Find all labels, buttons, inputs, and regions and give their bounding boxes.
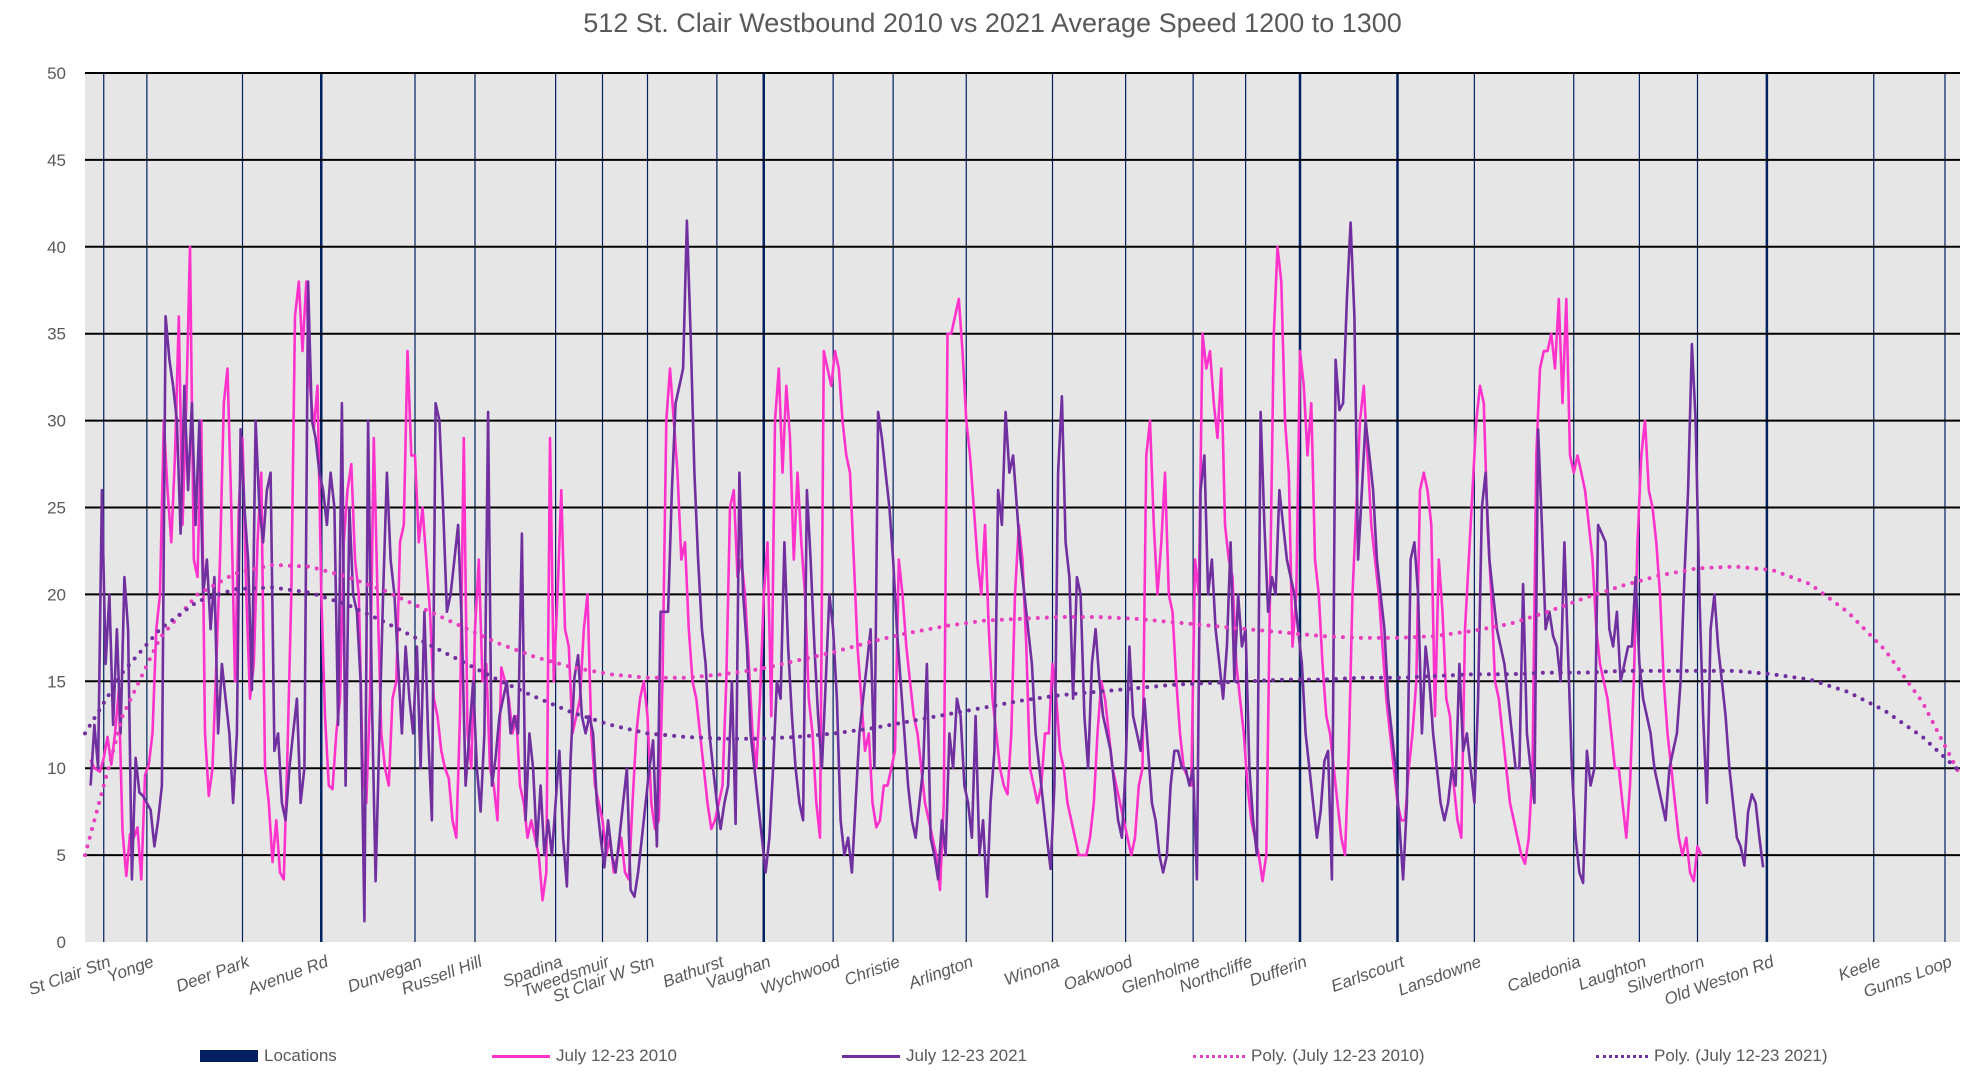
legend-item-locations[interactable]: Locations [200, 1046, 337, 1066]
y-tick-label: 45 [47, 151, 66, 170]
y-axis: 0 5 10 15 20 25 30 35 40 45 50 [47, 64, 66, 952]
series-july-12-23-2021 [89, 219, 1765, 923]
x-tick-label: Earlscourt [1328, 951, 1408, 995]
y-tick-label: 10 [47, 759, 66, 778]
x-tick-label: Yonge [104, 952, 156, 986]
y-tick-label: 25 [47, 499, 66, 518]
x-tick-label: Winona [1001, 952, 1062, 990]
y-tick-label: 5 [57, 846, 66, 865]
legend-item-2010[interactable]: July 12-23 2010 [492, 1046, 677, 1066]
legend-label: July 12-23 2021 [906, 1046, 1027, 1065]
line-2010-swatch-icon [492, 1054, 550, 1058]
x-tick-label: Arlington [905, 952, 976, 993]
series-group [83, 219, 1962, 923]
locations-swatch-icon [200, 1050, 258, 1062]
legend-item-2021[interactable]: July 12-23 2021 [842, 1046, 1027, 1066]
legend-label: Poly. (July 12-23 2021) [1654, 1046, 1828, 1065]
chart-title: 512 St. Clair Westbound 2010 vs 2021 Ave… [583, 8, 1402, 38]
y-tick-label: 20 [47, 585, 66, 604]
y-tick-label: 0 [57, 933, 66, 952]
y-tick-label: 50 [47, 64, 66, 83]
x-tick-label: Dufferin [1247, 952, 1309, 990]
legend-label: Locations [264, 1046, 337, 1065]
x-tick-label: Christie [842, 952, 903, 990]
y-tick-label: 15 [47, 672, 66, 691]
x-tick-label: Caledonia [1505, 952, 1583, 996]
legend: Locations July 12-23 2010 July 12-23 202… [0, 1046, 1985, 1074]
x-tick-label: Deer Park [173, 951, 253, 996]
dotted-2010-swatch-icon [1193, 1054, 1245, 1058]
legend-item-poly-2010[interactable]: Poly. (July 12-23 2010) [1193, 1046, 1425, 1066]
dotted-2021-swatch-icon [1596, 1054, 1648, 1058]
line-2021-swatch-icon [842, 1054, 900, 1058]
y-tick-label: 30 [47, 412, 66, 431]
x-tick-label: Avenue Rd [244, 952, 331, 999]
legend-label: July 12-23 2010 [556, 1046, 677, 1065]
x-tick-label: St Clair Stn [26, 952, 113, 999]
gridlines [85, 72, 1960, 857]
series-poly-july-12-23-2021 [83, 585, 1962, 774]
y-tick-label: 40 [47, 238, 66, 257]
x-tick-label: Lansdowne [1396, 952, 1484, 1000]
y-tick-label: 35 [47, 325, 66, 344]
legend-label: Poly. (July 12-23 2010) [1251, 1046, 1425, 1065]
x-tick-label: Wychwood [758, 952, 843, 998]
legend-item-poly-2021[interactable]: Poly. (July 12-23 2021) [1596, 1046, 1828, 1066]
